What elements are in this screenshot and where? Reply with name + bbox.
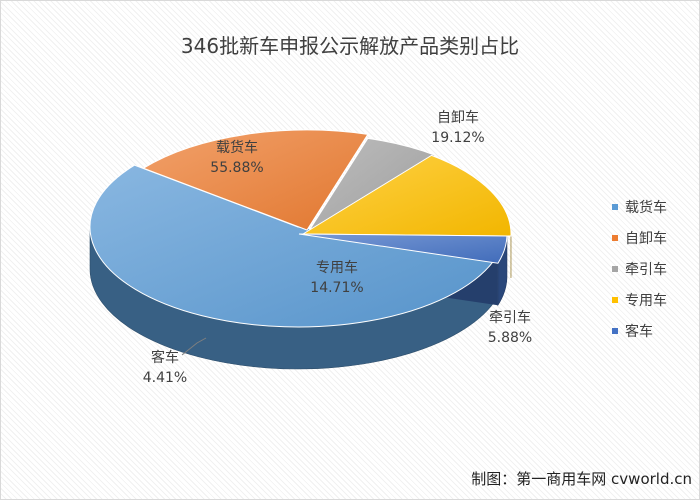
slice-freight-value-label: 55.88%: [210, 160, 263, 176]
legend-swatch: [612, 297, 618, 303]
slice-bus-name-label: 客车: [151, 349, 179, 366]
slice-tractor-name-label: 牵引车: [489, 309, 531, 326]
legend-label: 专用车: [625, 293, 667, 309]
chart-title: 346批新车申报公示解放产品类别占比: [180, 34, 520, 58]
legend-swatch: [612, 235, 618, 241]
slice-freight: [89, 164, 498, 328]
legend-item-bus: 客车: [612, 320, 692, 344]
legend-item-tractor: 牵引车: [612, 258, 692, 282]
slice-freight-name-label: 载货车: [216, 139, 258, 156]
legend-swatch: [612, 266, 618, 272]
legend-label: 牵引车: [625, 262, 667, 278]
slice-special: [301, 154, 512, 237]
slice-bus: [298, 233, 508, 264]
slice-tractor-value-label: 5.88%: [488, 330, 532, 346]
slice-tractor: [306, 137, 437, 235]
legend-swatch: [612, 204, 618, 210]
slice-special-value-label: 14.71%: [310, 280, 363, 296]
legend-item-special: 专用车: [612, 289, 692, 313]
legend-label: 自卸车: [625, 231, 667, 247]
legend-item-dump: 自卸车: [612, 227, 692, 251]
legend-swatch: [612, 328, 618, 334]
legend-label: 客车: [625, 324, 653, 340]
legend-label: 载货车: [625, 200, 667, 216]
slice-dump-value-label: 19.12%: [431, 130, 484, 146]
slice-dump-name-label: 自卸车: [437, 109, 479, 126]
legend: 载货车 自卸车 牵引车 专用车 客车: [612, 196, 692, 351]
slice-dump: [142, 129, 369, 231]
leader-line-bus: [181, 337, 207, 356]
slice-special-name-label: 专用车: [316, 259, 358, 276]
slice-bus-value-label: 4.41%: [143, 370, 187, 386]
credit-text: 制图：第一商用车网 cvworld.cn: [471, 470, 692, 488]
legend-item-freight: 载货车: [612, 196, 692, 220]
